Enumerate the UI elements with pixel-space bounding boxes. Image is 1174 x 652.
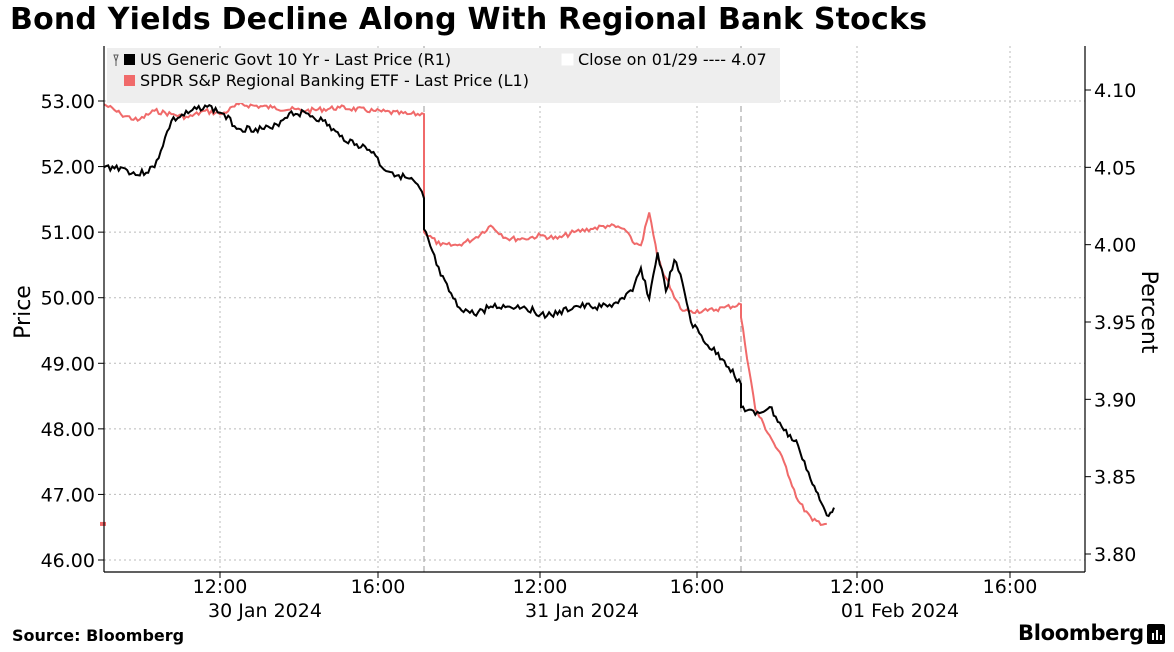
right-tick-label: 3.80 xyxy=(1094,544,1136,566)
date-label: 30 Jan 2024 xyxy=(208,600,322,622)
left-tick-label: 53.00 xyxy=(41,91,95,113)
x-tick-label: 16:00 xyxy=(670,576,725,598)
pin-icon xyxy=(113,54,119,66)
left-tick-label: 49.00 xyxy=(41,353,95,375)
grid xyxy=(104,46,1085,572)
date-label: 31 Jan 2024 xyxy=(525,600,639,622)
legend-swatch xyxy=(124,75,135,86)
x-tick-label: 16:00 xyxy=(983,576,1038,598)
right-tick-label: 4.10 xyxy=(1094,80,1136,102)
y-axis-label-right: Percent xyxy=(1136,271,1161,354)
x-tick-label: 12:00 xyxy=(830,576,885,598)
left-tick-label: 51.00 xyxy=(41,222,95,244)
legend-label: Close on 01/29 ---- 4.07 xyxy=(578,50,767,69)
legend-label: SPDR S&P Regional Banking ETF - Last Pri… xyxy=(140,71,529,90)
left-tick-label: 47.00 xyxy=(41,484,95,506)
left-tick-label: 46.00 xyxy=(41,550,95,572)
series-layer xyxy=(100,100,1085,526)
legend-label: US Generic Govt 10 Yr - Last Price (R1) xyxy=(140,50,451,69)
legend-box xyxy=(107,48,780,103)
x-tick-label: 12:00 xyxy=(193,576,248,598)
source-note: Source: Bloomberg xyxy=(12,626,185,645)
legend: US Generic Govt 10 Yr - Last Price (R1) S… xyxy=(107,48,780,103)
chart-title: Bond Yields Decline Along With Regional … xyxy=(10,2,928,37)
axes: 46.00 47.00 48.00 49.00 50.00 51.00 52.00 53.00… xyxy=(41,46,1136,622)
right-tick-label: 4.05 xyxy=(1094,157,1136,179)
terminal-icon xyxy=(1147,624,1165,644)
right-tick-label: 3.95 xyxy=(1094,312,1136,334)
x-tick-label: 12:00 xyxy=(513,576,568,598)
right-tick-label: 3.90 xyxy=(1094,389,1136,411)
left-tick-label: 48.00 xyxy=(41,419,95,441)
bloomberg-logo: Bloomberg xyxy=(1018,621,1144,645)
right-tick-label: 4.00 xyxy=(1094,235,1136,257)
date-label: 01 Feb 2024 xyxy=(841,600,959,622)
legend-swatch xyxy=(124,54,135,65)
series-line-us-10yr-yield xyxy=(103,104,835,518)
x-tick-label: 16:00 xyxy=(351,576,406,598)
left-tick-label: 52.00 xyxy=(41,157,95,179)
series-line-regional-banking-etf xyxy=(103,100,827,526)
legend-swatch xyxy=(561,53,574,66)
left-tick-label: 50.00 xyxy=(41,288,95,310)
y-axis-label-left: Price xyxy=(11,285,36,339)
right-tick-label: 3.85 xyxy=(1094,467,1136,489)
etf-last-price-marker xyxy=(100,521,106,526)
